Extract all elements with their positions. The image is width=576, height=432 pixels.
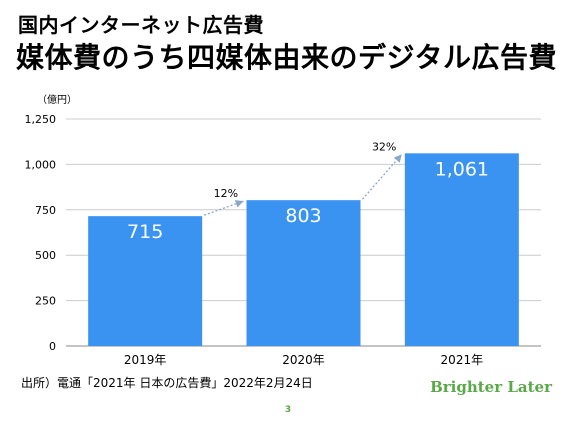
- y-tick-label: 250: [35, 295, 56, 308]
- y-tick-label: 500: [35, 249, 56, 262]
- growth-label: 32%: [372, 140, 396, 153]
- bar: [246, 200, 361, 346]
- x-tick-label: 2020年: [282, 353, 325, 367]
- y-tick-label: 0: [49, 340, 56, 353]
- bar-value-label: 715: [127, 221, 163, 243]
- page-title-line2: 媒体費のうち四媒体由来のデジタル広告費: [16, 41, 557, 74]
- x-tick-label: 2021年: [441, 353, 484, 367]
- y-tick-label: 1,000: [25, 158, 57, 171]
- page-title-line1: 国内インターネット広告費: [18, 13, 264, 37]
- y-tick-label: 750: [35, 204, 56, 217]
- bar: [404, 153, 519, 346]
- growth-label: 12%: [214, 187, 238, 200]
- bar: [88, 216, 203, 346]
- bar-value-label: 803: [285, 205, 321, 227]
- bar-value-label: 1,061: [435, 158, 489, 180]
- x-tick-label: 2019年: [124, 353, 167, 367]
- source-note: 出所）電通「2021年 日本の広告費」2022年2月24日: [21, 376, 313, 390]
- y-tick-label: 1,250: [25, 113, 57, 126]
- brand-logo: Brighter Later: [430, 378, 552, 396]
- page-number: 3: [284, 405, 292, 415]
- y-axis-unit: （億円）: [37, 93, 77, 106]
- growth-arrow: [203, 200, 244, 216]
- growth-arrow: [362, 153, 403, 200]
